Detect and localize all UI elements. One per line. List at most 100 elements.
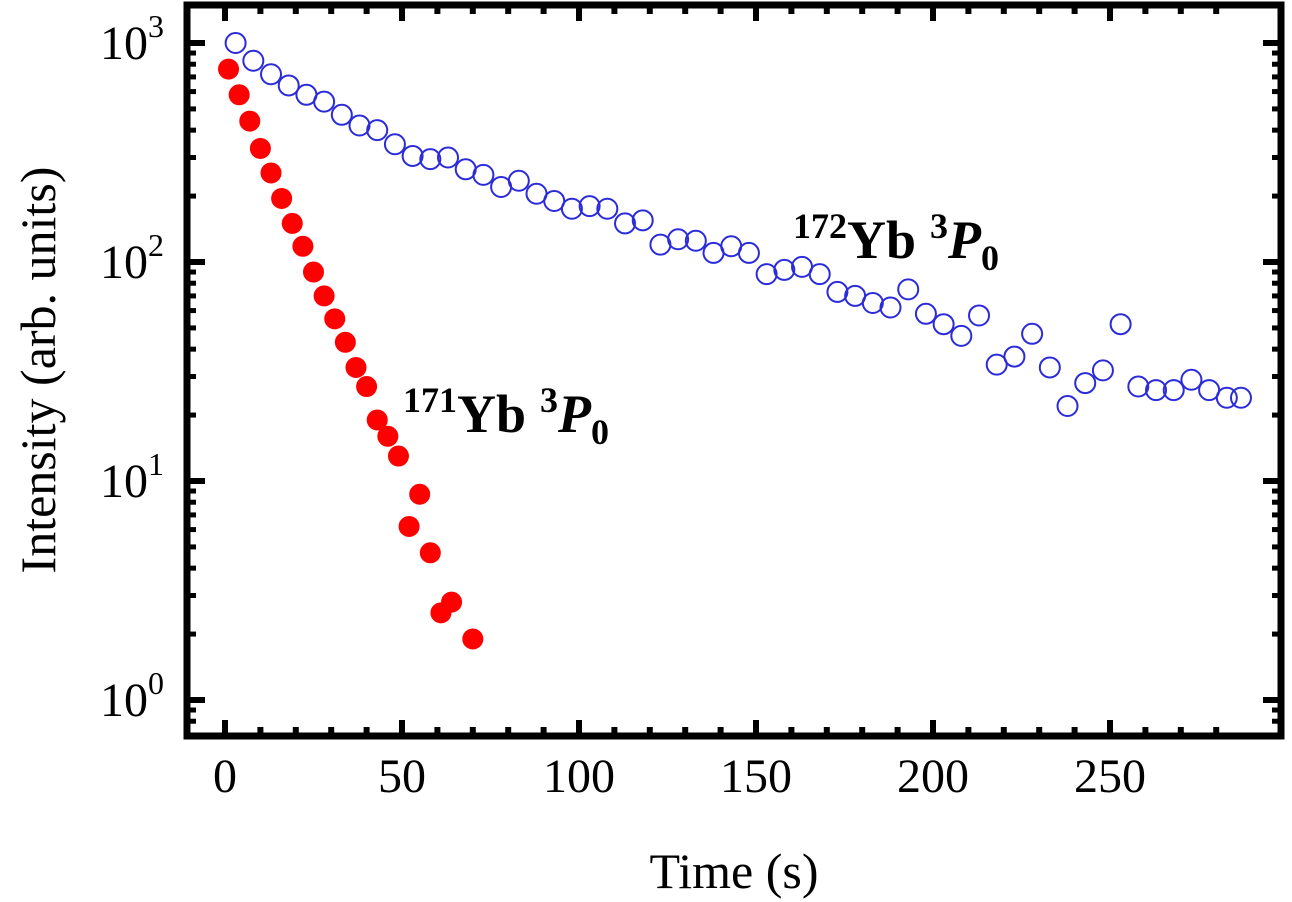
point-171yb-4 xyxy=(260,162,282,184)
point-172yb-19 xyxy=(560,197,583,220)
point-172yb-47 xyxy=(1056,395,1079,418)
y-axis-title: Intensity (arb. units) xyxy=(10,167,66,574)
point-171yb-7 xyxy=(292,235,314,257)
ann-171-term: P xyxy=(557,384,592,444)
point-172yb-26 xyxy=(684,229,707,252)
plot-frame xyxy=(183,1,1285,740)
ann-171-element: Yb xyxy=(457,384,526,444)
x-tick-label-250: 250 xyxy=(1074,750,1146,803)
point-171yb-22 xyxy=(462,628,484,650)
ann-171-mult: 3 xyxy=(540,380,558,420)
point-172yb-36 xyxy=(861,291,884,314)
x-tick-label-150: 150 xyxy=(720,750,792,803)
x-tick-label-200: 200 xyxy=(897,750,969,803)
point-171yb-11 xyxy=(334,331,356,353)
point-172yb-39 xyxy=(914,302,937,325)
label-layer: 0 50 100 150 200 250 100 101 102 103 xyxy=(100,8,1146,803)
point-172yb-41 xyxy=(950,324,973,347)
point-171yb-15 xyxy=(377,425,399,447)
series-172yb xyxy=(224,32,1252,418)
y-tick-label-0: 100 xyxy=(100,665,164,727)
annotation-171yb: 171Yb 3P0 xyxy=(403,380,609,452)
point-172yb-31 xyxy=(773,258,796,281)
point-172yb-7 xyxy=(348,114,371,137)
point-172yb-38 xyxy=(897,278,920,301)
x-tick-label-50: 50 xyxy=(378,750,426,803)
point-172yb-54 xyxy=(1180,368,1203,391)
point-171yb-2 xyxy=(239,110,261,132)
point-171yb-1 xyxy=(228,84,250,106)
point-171yb-10 xyxy=(324,308,346,330)
point-172yb-5 xyxy=(313,90,336,113)
point-172yb-43 xyxy=(985,353,1008,376)
ann-171-mass: 171 xyxy=(403,380,457,420)
point-172yb-42 xyxy=(968,304,991,327)
point-171yb-9 xyxy=(313,285,335,307)
ann-172-sub: 0 xyxy=(981,238,999,278)
point-172yb-10 xyxy=(401,144,424,167)
point-172yb-37 xyxy=(879,296,902,319)
point-171yb-0 xyxy=(218,58,240,80)
point-171yb-12 xyxy=(345,356,367,378)
point-172yb-11 xyxy=(419,148,442,171)
point-172yb-16 xyxy=(507,169,530,192)
point-171yb-21 xyxy=(441,591,463,613)
point-172yb-3 xyxy=(277,74,300,97)
y-tick-label-3: 103 xyxy=(100,8,164,70)
point-172yb-22 xyxy=(614,212,637,235)
tick-layer xyxy=(187,5,1281,736)
ann-172-mult: 3 xyxy=(930,206,948,246)
point-172yb-50 xyxy=(1109,313,1132,336)
point-171yb-17 xyxy=(409,483,431,505)
ann-172-element: Yb xyxy=(847,210,916,270)
y-tick-label-2: 102 xyxy=(100,227,164,289)
point-172yb-40 xyxy=(932,313,955,336)
annotation-172yb: 172Yb 3P0 xyxy=(793,206,999,278)
point-172yb-33 xyxy=(808,263,831,286)
x-tick-label-100: 100 xyxy=(543,750,615,803)
x-axis-title: Time (s) xyxy=(649,843,818,899)
point-172yb-49 xyxy=(1091,359,1114,382)
ann-172-term: P xyxy=(947,210,982,270)
point-171yb-13 xyxy=(356,376,378,398)
point-172yb-53 xyxy=(1162,379,1185,402)
point-171yb-6 xyxy=(281,212,303,234)
point-171yb-5 xyxy=(271,187,293,209)
point-172yb-56 xyxy=(1215,386,1238,409)
x-tick-label-0: 0 xyxy=(213,750,237,803)
point-171yb-8 xyxy=(303,261,324,283)
point-172yb-20 xyxy=(578,195,601,218)
point-171yb-16 xyxy=(387,445,409,467)
point-172yb-29 xyxy=(737,241,760,264)
point-172yb-25 xyxy=(667,228,690,251)
point-172yb-0 xyxy=(224,32,247,54)
point-172yb-21 xyxy=(596,197,619,220)
point-172yb-23 xyxy=(631,209,654,232)
point-172yb-52 xyxy=(1145,379,1168,402)
point-171yb-3 xyxy=(249,137,271,159)
point-172yb-12 xyxy=(437,146,460,169)
point-172yb-2 xyxy=(260,63,283,86)
point-172yb-57 xyxy=(1229,386,1252,409)
series-171yb xyxy=(218,58,484,650)
point-172yb-46 xyxy=(1038,356,1061,379)
point-172yb-45 xyxy=(1021,322,1044,345)
ann-172-mass: 172 xyxy=(793,206,847,246)
point-172yb-51 xyxy=(1127,375,1150,398)
series-layer xyxy=(218,32,1252,650)
point-172yb-8 xyxy=(366,119,389,142)
point-171yb-14 xyxy=(366,409,388,431)
point-172yb-14 xyxy=(472,163,495,186)
y-tick-label-1: 101 xyxy=(100,446,164,508)
point-172yb-30 xyxy=(755,263,778,286)
point-172yb-48 xyxy=(1074,372,1097,395)
point-172yb-6 xyxy=(330,103,353,126)
point-171yb-19 xyxy=(419,542,441,564)
point-172yb-44 xyxy=(1003,345,1026,368)
point-172yb-9 xyxy=(383,133,406,156)
point-172yb-1 xyxy=(242,49,265,72)
point-172yb-34 xyxy=(826,280,849,303)
point-171yb-18 xyxy=(398,515,420,537)
ann-171-sub: 0 xyxy=(591,412,609,452)
